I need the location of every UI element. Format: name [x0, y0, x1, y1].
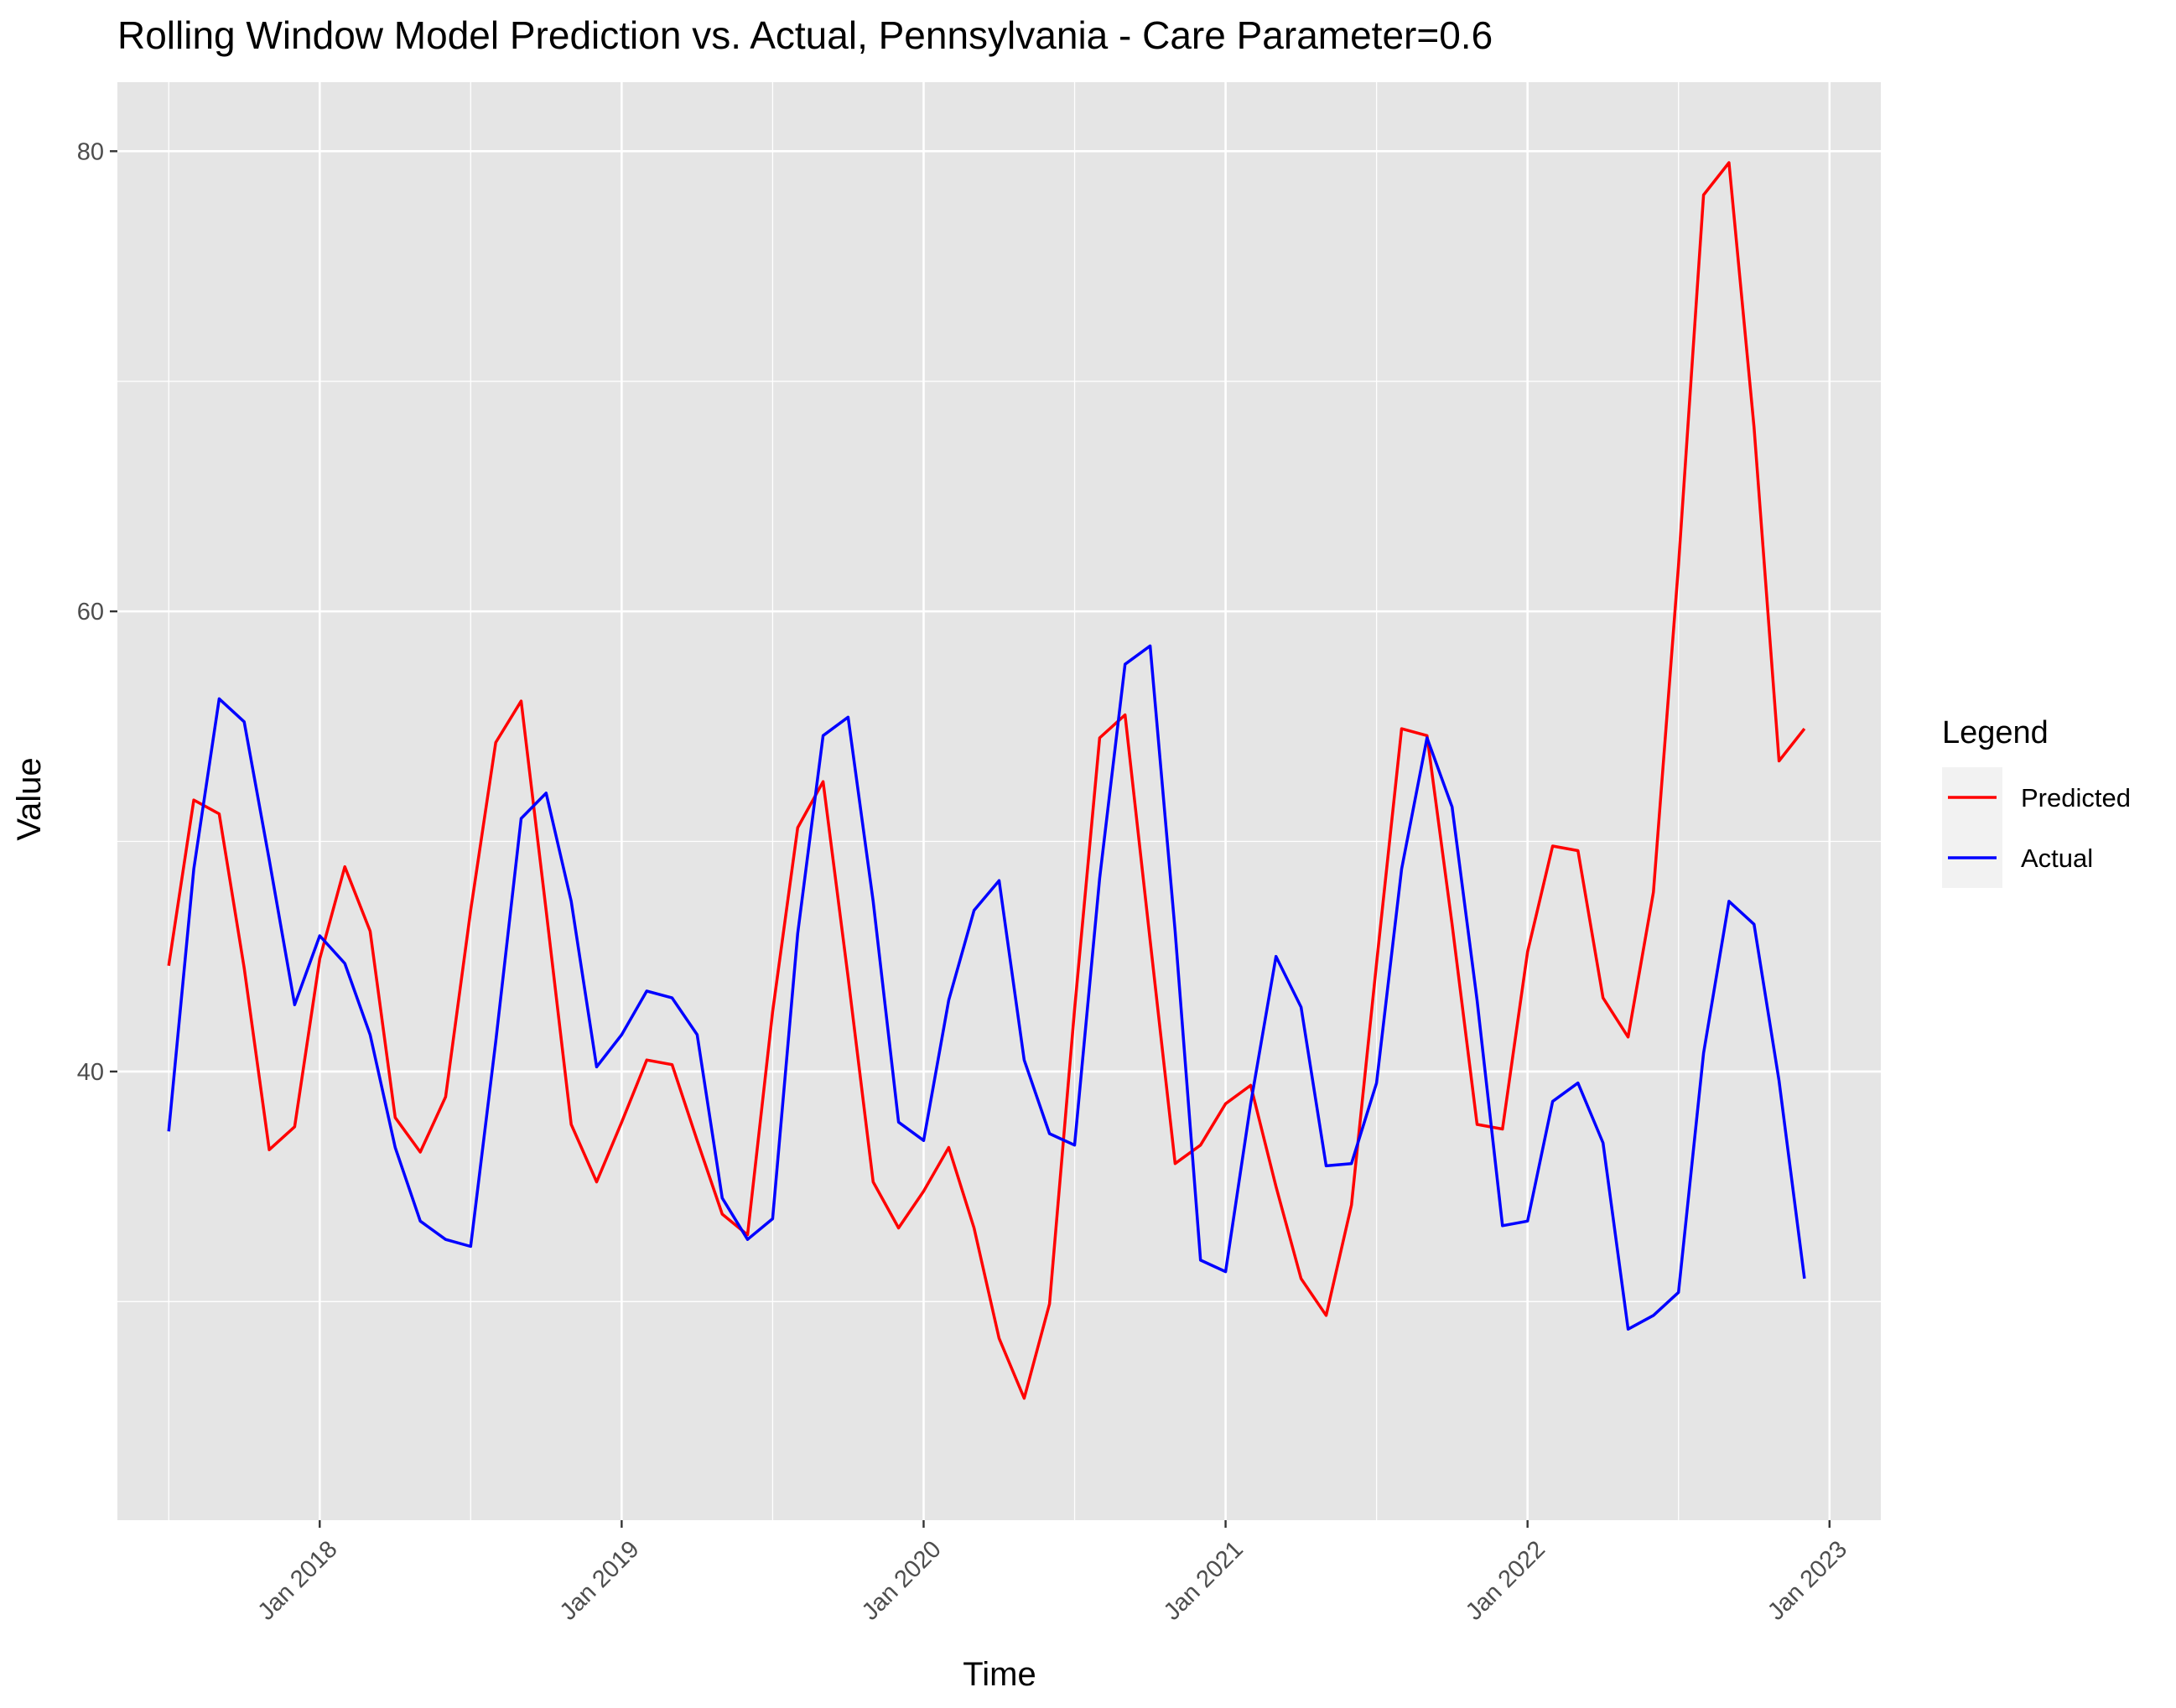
- x-tick-label: Jan 2018: [253, 1536, 343, 1626]
- y-tick-label: 40: [77, 1059, 104, 1086]
- x-tick-label: Jan 2020: [857, 1536, 947, 1626]
- y-tick-label: 60: [77, 599, 104, 626]
- series-lines: [167, 161, 1806, 1400]
- x-tick-label: Jan 2021: [1159, 1536, 1249, 1626]
- chart-title: Rolling Window Model Prediction vs. Actu…: [117, 13, 1493, 57]
- y-tick-label: 80: [77, 138, 104, 165]
- y-axis-title: Value: [11, 757, 48, 840]
- legend-label-actual: Actual: [2021, 844, 2093, 873]
- series-line-actual: [167, 644, 1806, 1331]
- legend-title: Legend: [1942, 715, 2049, 750]
- plot-panel: [117, 82, 1881, 1520]
- legend-label-predicted: Predicted: [2021, 783, 2131, 812]
- x-axis-title: Time: [963, 1656, 1036, 1693]
- x-tick-label: Jan 2019: [555, 1536, 645, 1626]
- series-line-predicted: [167, 161, 1806, 1400]
- x-tick-label: Jan 2022: [1461, 1536, 1550, 1626]
- legend: Legend Predicted Actual: [1942, 715, 2131, 888]
- grid-lines: [117, 82, 1881, 1520]
- x-tick-label: Jan 2023: [1763, 1536, 1852, 1626]
